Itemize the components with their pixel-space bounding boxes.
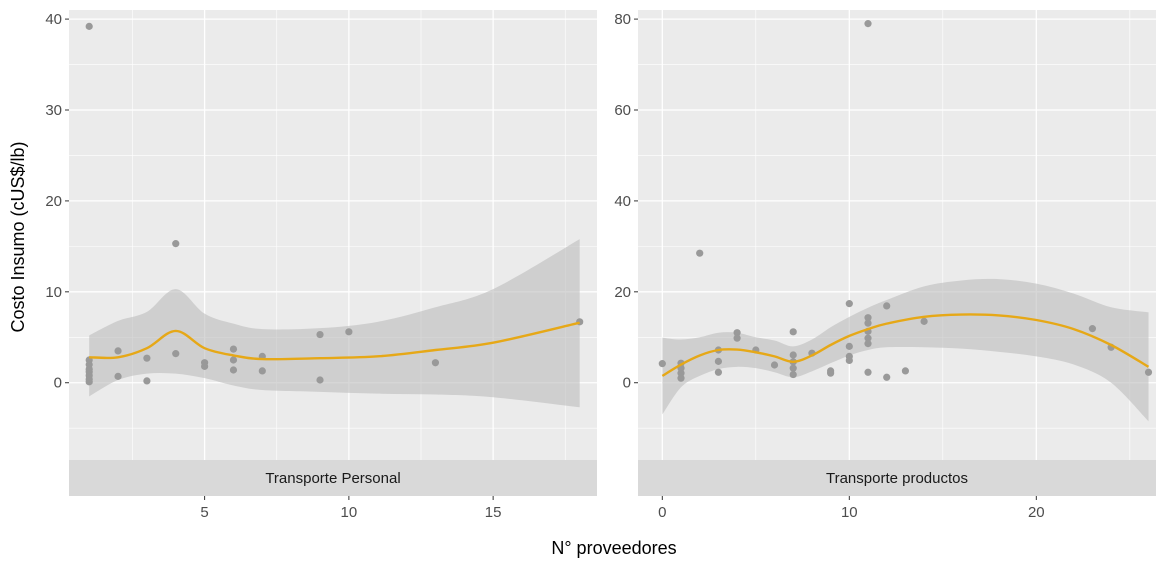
data-point xyxy=(864,314,872,322)
data-point xyxy=(864,319,872,327)
data-point xyxy=(431,359,440,367)
data-point xyxy=(733,329,741,337)
x-tick-label: 20 xyxy=(1028,504,1045,521)
data-point xyxy=(1088,325,1097,333)
data-point xyxy=(143,377,151,385)
facet-transporte-productos: Transporte productos 0 20 40 60 80 0 10 20 xyxy=(614,10,1156,521)
confidence-ribbon xyxy=(89,239,580,408)
data-point xyxy=(172,350,180,358)
data-point xyxy=(845,300,853,308)
facet-strip-label: Transporte productos xyxy=(826,470,968,487)
y-tick-label: 0 xyxy=(54,375,62,392)
data-point xyxy=(229,345,238,353)
y-tick-label: 20 xyxy=(45,193,62,210)
y-tick-label: 80 xyxy=(614,11,631,28)
data-point xyxy=(714,357,723,365)
data-point xyxy=(845,342,853,350)
data-point xyxy=(85,378,93,386)
data-point xyxy=(258,367,266,375)
data-point xyxy=(172,240,180,248)
x-tick-label: 0 xyxy=(658,504,666,521)
data-point xyxy=(316,330,324,339)
x-tick-label: 5 xyxy=(200,504,208,521)
data-point xyxy=(770,361,779,369)
data-point xyxy=(864,20,872,28)
y-tick-label: 20 xyxy=(614,284,631,301)
data-point xyxy=(85,22,93,30)
x-tick-label: 15 xyxy=(485,504,502,521)
data-point xyxy=(114,347,122,355)
facet-strip-label: Transporte Personal xyxy=(265,470,400,487)
data-point xyxy=(883,373,891,381)
x-tick-label: 10 xyxy=(341,504,358,521)
data-point xyxy=(883,302,891,310)
facet-strip xyxy=(638,460,1156,496)
x-axis-title: N° proveedores xyxy=(551,538,676,558)
data-point xyxy=(345,328,353,336)
data-point xyxy=(789,364,797,372)
data-point xyxy=(143,354,151,362)
data-point xyxy=(677,374,685,382)
data-point xyxy=(229,366,238,374)
data-point xyxy=(789,370,797,379)
data-point xyxy=(864,368,872,376)
data-point xyxy=(677,369,685,377)
data-point xyxy=(201,362,209,370)
data-point xyxy=(714,368,723,376)
data-point xyxy=(696,249,704,257)
confidence-ribbon xyxy=(662,278,1149,422)
smooth-line xyxy=(89,321,580,361)
data-point xyxy=(733,334,741,342)
smooth-line xyxy=(661,313,1150,377)
y-tick-label: 0 xyxy=(623,375,631,392)
data-point xyxy=(827,369,835,377)
y-tick-label: 60 xyxy=(614,102,631,119)
data-point xyxy=(864,340,872,348)
data-point xyxy=(658,360,666,368)
data-point xyxy=(229,356,238,364)
data-point xyxy=(845,356,853,365)
data-point xyxy=(789,328,797,336)
facet-strip xyxy=(69,460,597,496)
data-point xyxy=(920,317,928,325)
data-point xyxy=(316,376,324,384)
y-tick-label: 40 xyxy=(45,11,62,28)
data-point xyxy=(789,351,797,359)
data-point xyxy=(1144,368,1153,376)
y-tick-label: 30 xyxy=(45,102,62,119)
data-point xyxy=(864,334,872,342)
facet-transporte-personal: Transporte Personal 0 10 20 30 40 5 10 15 xyxy=(45,10,597,521)
panel-background xyxy=(638,10,1156,460)
y-tick-label: 10 xyxy=(45,284,62,301)
data-point xyxy=(901,367,910,375)
y-tick-label: 40 xyxy=(614,193,631,210)
x-tick-label: 10 xyxy=(841,504,858,521)
y-axis-title: Costo Insumo (cUS$/lb) xyxy=(8,141,28,332)
data-point xyxy=(114,372,122,380)
